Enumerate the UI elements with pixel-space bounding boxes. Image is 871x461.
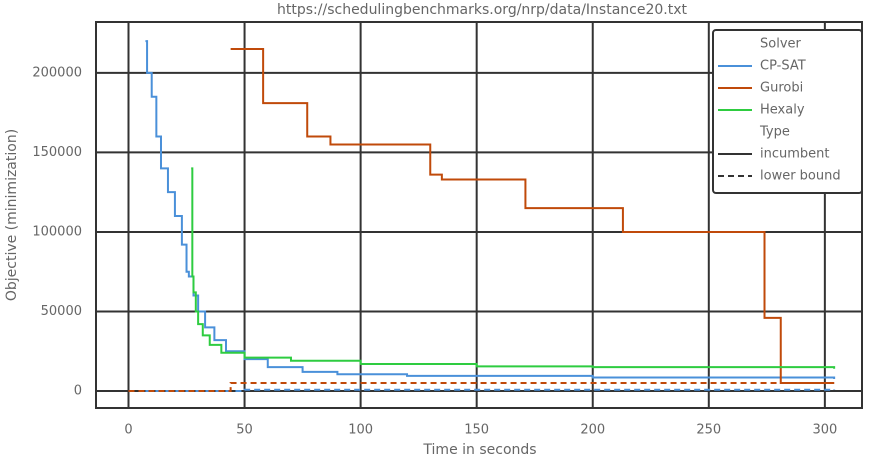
legend-label: Gurobi xyxy=(760,81,803,96)
legend-heading: Type xyxy=(759,125,790,140)
incumbent-line xyxy=(145,40,836,380)
x-tick-label: 250 xyxy=(696,423,721,438)
legend-label: lower bound xyxy=(760,169,841,184)
y-tick-label: 50000 xyxy=(41,304,82,319)
legend-heading: Solver xyxy=(760,37,802,52)
y-tick-label: 100000 xyxy=(32,224,82,239)
x-tick-label: 0 xyxy=(124,423,132,438)
x-axis-label: Time in seconds xyxy=(422,442,536,458)
legend-box xyxy=(712,29,863,194)
y-tick-label: 200000 xyxy=(32,65,82,80)
y-tick-label: 150000 xyxy=(32,145,82,160)
y-tick-label: 0 xyxy=(74,383,82,398)
incumbent-line xyxy=(230,48,835,385)
x-tick-label: 50 xyxy=(236,423,253,438)
legend-label: Hexaly xyxy=(760,103,805,118)
legend: Solver CP-SAT Gurobi Hexaly Type incumbent low… xyxy=(712,29,863,194)
x-tick-label: 150 xyxy=(464,423,489,438)
legend-label: CP-SAT xyxy=(760,59,806,74)
chart-title: https://schedulingbenchmarks.org/nrp/dat… xyxy=(277,2,687,18)
lower-bound-line xyxy=(145,388,836,392)
legend-label: incumbent xyxy=(760,147,830,162)
lower-bound-line xyxy=(128,382,835,392)
x-tick-label: 100 xyxy=(348,423,373,438)
x-tick-label: 300 xyxy=(812,423,837,438)
incumbent-line xyxy=(191,167,836,369)
x-tick-label: 200 xyxy=(580,423,605,438)
plot-frame xyxy=(95,21,863,409)
y-axis-label: Objective (minimization) xyxy=(4,129,20,301)
